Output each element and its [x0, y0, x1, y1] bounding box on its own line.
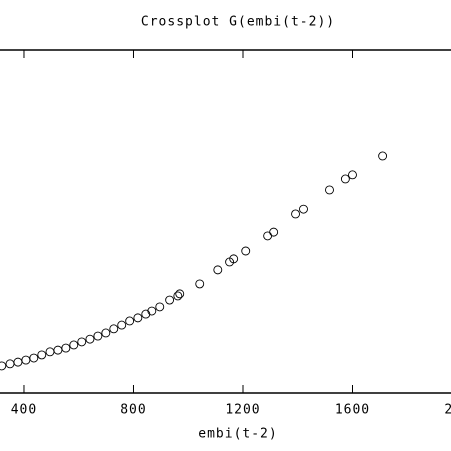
point [13, 357, 23, 367]
point [125, 316, 135, 326]
point [299, 204, 308, 214]
point [141, 309, 151, 319]
point [85, 334, 95, 344]
point [269, 227, 279, 237]
point [61, 343, 71, 353]
point [29, 353, 39, 363]
point [0, 361, 7, 371]
x-tick-label: 1600 [335, 403, 370, 418]
point [340, 174, 350, 184]
point [147, 306, 157, 316]
point [21, 355, 31, 365]
point [195, 279, 205, 289]
point [325, 185, 334, 195]
chart-title: Crossplot G(embi(t-2)) [141, 15, 335, 30]
point [348, 170, 357, 180]
point [53, 345, 63, 355]
point [77, 337, 87, 347]
point [173, 291, 183, 301]
point [101, 328, 111, 338]
point [165, 295, 175, 305]
point [109, 324, 119, 334]
point [155, 302, 165, 312]
point [45, 347, 55, 357]
point [213, 265, 223, 275]
point [93, 331, 103, 341]
x-tick-label: 1200 [225, 403, 260, 418]
point [117, 320, 127, 330]
point [241, 246, 251, 256]
point [5, 359, 15, 369]
point [133, 313, 143, 323]
x-tick-label: 800 [120, 403, 146, 418]
plot-frame [0, 49, 451, 394]
point [175, 289, 185, 299]
point [263, 231, 273, 241]
point [291, 209, 301, 219]
point [378, 151, 388, 161]
x-tick-label: 400 [11, 403, 37, 418]
point [69, 340, 79, 350]
x-axis-label: embi(t-2) [198, 427, 277, 442]
x-tick-label: 2000 [444, 403, 451, 418]
point [37, 350, 47, 360]
point [229, 254, 239, 264]
